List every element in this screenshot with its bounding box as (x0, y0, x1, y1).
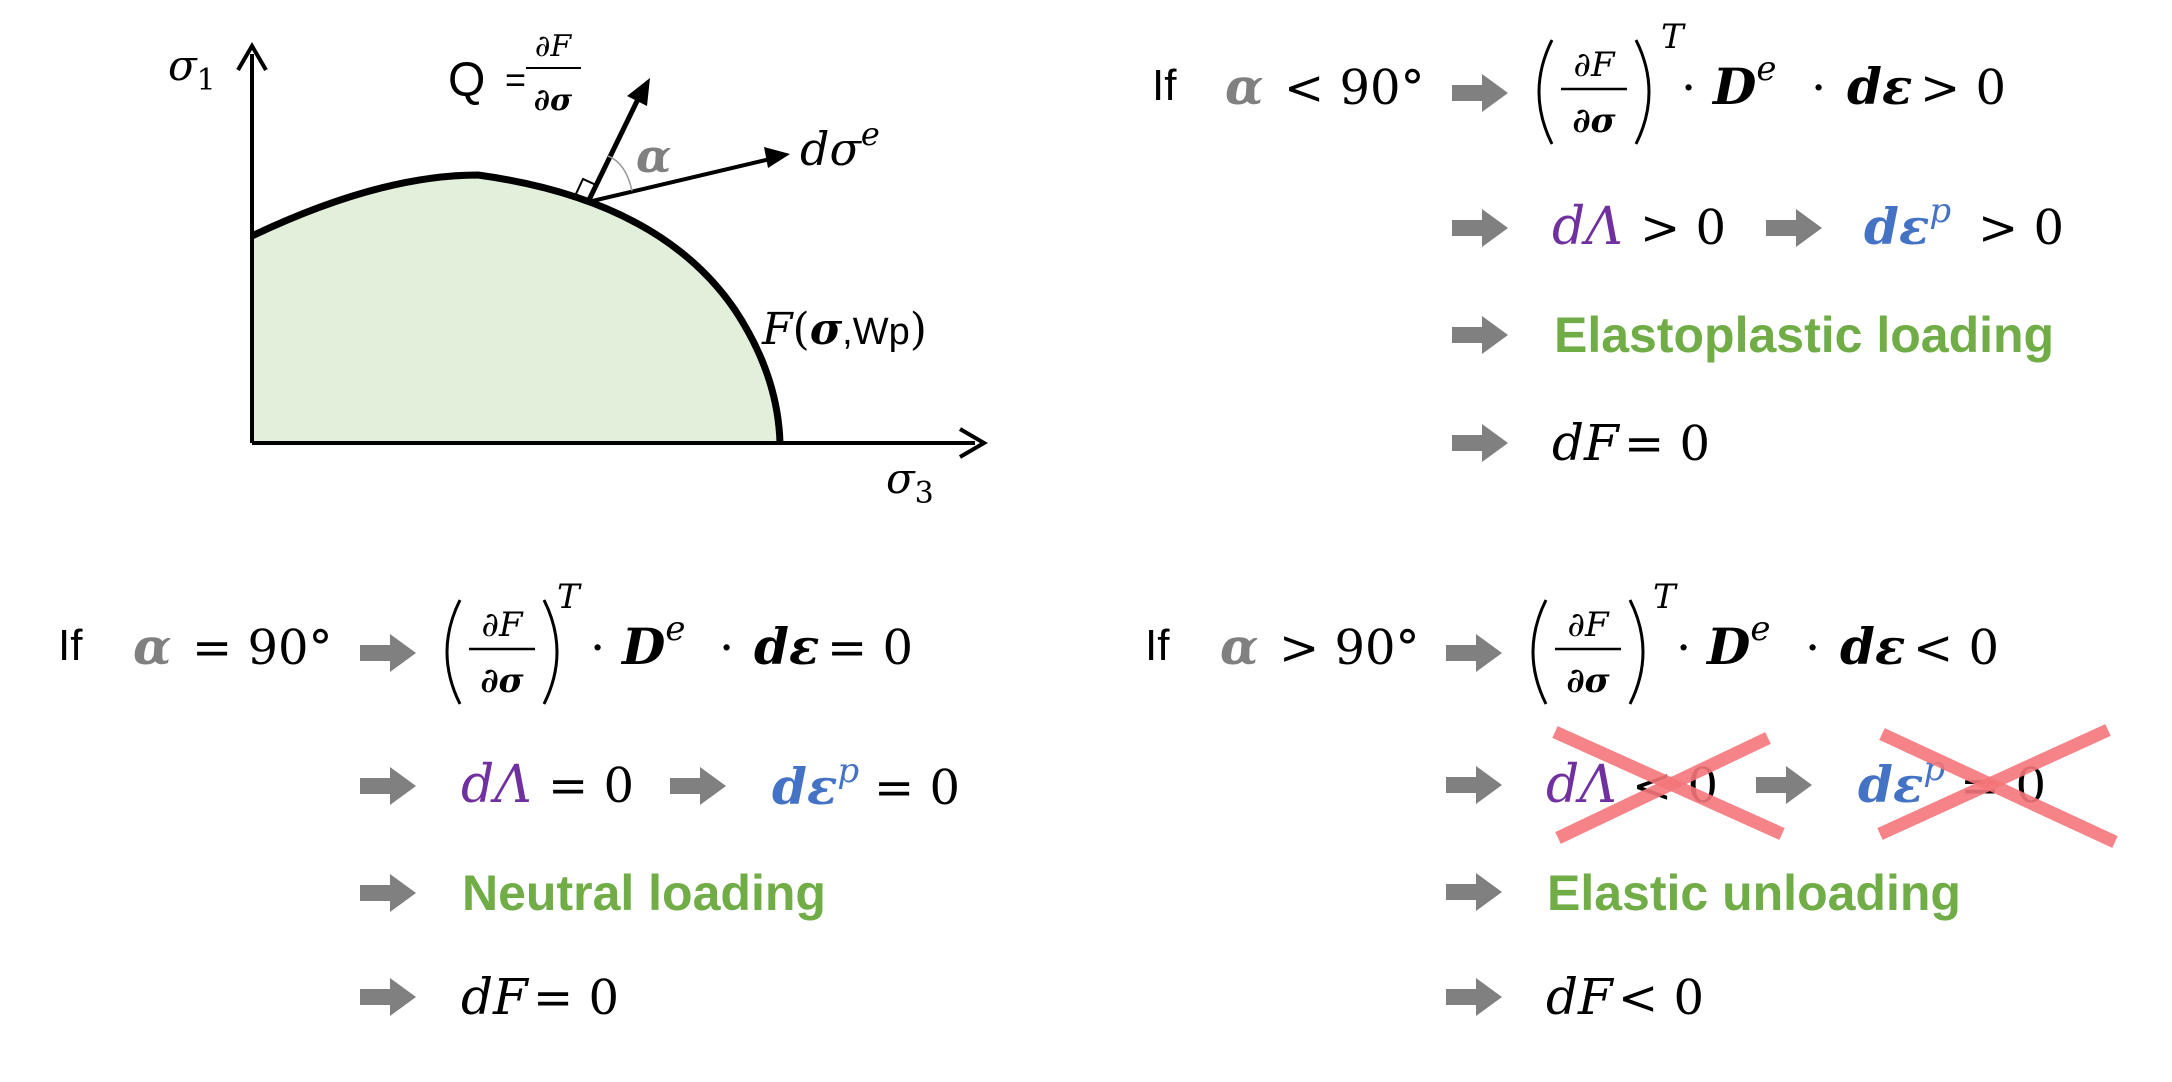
br-D: De (1705, 609, 1770, 676)
yield-surface-curve (250, 171, 784, 444)
br-arrow-1 (1446, 634, 1502, 672)
tr-alpha: α (1225, 57, 1263, 116)
normal-vector-arrowhead (627, 78, 650, 106)
br-alpha: α (1220, 617, 1258, 676)
tr-arrow-5 (1452, 424, 1508, 462)
alpha-angle-arc (607, 155, 633, 192)
br-arrow-2 (1446, 766, 1502, 804)
yield-surface-plot: σ1 σ3 Q = ∂F ∂σ α dσe F(σ,Wp) (168, 29, 988, 511)
br-d-eps-p: dεp (1858, 749, 1945, 814)
bl-d-eps-p-relation: = 0 (874, 760, 960, 816)
sigma1-label: σ1 (168, 41, 216, 98)
cross-out-d-eps-p (1877, 724, 2118, 848)
tr-dot-1: · (1681, 60, 1696, 116)
right-angle-marker (573, 177, 598, 204)
tr-arrow-4 (1452, 316, 1508, 354)
br-deriv-den: ∂σ (1566, 661, 1610, 701)
bl-dF: dF (461, 968, 530, 1026)
tr-d-eps-p-relation: > 0 (1978, 200, 2064, 256)
br-label: Elastic unloading (1547, 865, 1961, 921)
sigma3-label: σ3 (886, 454, 934, 511)
br-d-lambda: dΛ (1546, 755, 1617, 815)
tr-left-paren (1537, 39, 1554, 145)
case-alpha-equal-90: If α = 90° ∂F ∂σ T · De · dε = 0 dΛ = 0 … (58, 577, 960, 1026)
br-arrow-5 (1446, 978, 1502, 1016)
bl-relation: = 0 (827, 620, 913, 676)
bl-alpha: α (133, 617, 171, 676)
tr-dot-2: · (1811, 60, 1826, 116)
bl-condition: = 90° (192, 620, 333, 676)
br-dot-2: · (1805, 620, 1820, 676)
tr-right-paren (1634, 39, 1651, 145)
tr-arrow-3 (1766, 209, 1822, 247)
tr-if: If (1152, 61, 1177, 110)
bl-arrow-4 (360, 874, 416, 912)
dsigma-e-label: dσe (800, 115, 880, 176)
tr-condition: < 90° (1284, 60, 1425, 116)
bl-dot-1: · (590, 620, 605, 676)
bl-d-lambda: dΛ (461, 755, 532, 815)
tr-d-lambda-relation: > 0 (1640, 200, 1726, 256)
br-d-epsilon: dε (1840, 617, 1905, 676)
case-alpha-greater-than-90: If α > 90° ∂F ∂σ T · De · dε < 0 dΛ < 0 … (1145, 577, 2118, 1026)
tr-transpose: T (1661, 17, 1686, 57)
bl-label: Neutral loading (462, 865, 826, 921)
br-condition: > 90° (1279, 620, 1420, 676)
br-arrow-4 (1446, 873, 1502, 911)
bl-dF-relation: = 0 (533, 970, 619, 1026)
br-right-paren (1628, 599, 1645, 705)
tr-deriv-num: ∂F (1573, 45, 1616, 85)
br-dot-1: · (1676, 620, 1691, 676)
br-arrow-3 (1756, 766, 1812, 804)
br-if: If (1145, 621, 1170, 670)
bl-deriv-num: ∂F (481, 605, 524, 645)
normal-vector-q (585, 93, 643, 204)
yield-function-label: F(σ,Wp) (761, 304, 927, 355)
bl-d-lambda-relation: = 0 (548, 758, 634, 814)
bl-arrow-1 (360, 634, 416, 672)
tr-relation: > 0 (1920, 60, 2006, 116)
bl-arrow-5 (360, 978, 416, 1016)
q-fraction-denominator: ∂σ (534, 83, 573, 118)
bl-deriv-den: ∂σ (480, 661, 524, 701)
br-deriv-num: ∂F (1567, 605, 1610, 645)
case-alpha-less-than-90: If α < 90° ∂F ∂σ T · De · dε > 0 dΛ > 0 … (1152, 17, 2064, 472)
br-dF: dF (1546, 968, 1615, 1026)
tr-d-eps-p: dεp (1864, 191, 1951, 256)
bl-transpose: T (557, 577, 582, 617)
br-left-paren (1531, 599, 1548, 705)
sigma3-axis-arrowhead (958, 427, 988, 459)
tr-arrow-1 (1452, 74, 1508, 112)
q-label: Q (448, 54, 485, 107)
elastic-domain-fill (252, 175, 780, 443)
bl-right-paren (542, 599, 559, 705)
br-transpose: T (1653, 577, 1678, 617)
bl-arrow-3 (670, 767, 726, 805)
q-equals: = (505, 59, 526, 100)
bl-D: De (620, 609, 685, 676)
tr-D: De (1711, 49, 1776, 116)
bl-dot-2: · (719, 620, 734, 676)
tr-dF-relation: = 0 (1624, 416, 1710, 472)
sigma1-axis-arrowhead (236, 42, 268, 72)
q-fraction-numerator: ∂F (535, 29, 573, 64)
stress-increment-vector (587, 157, 771, 204)
tr-d-lambda: dΛ (1552, 197, 1623, 257)
bl-arrow-2 (360, 767, 416, 805)
bl-if: If (58, 621, 83, 670)
tr-dF: dF (1552, 414, 1621, 472)
stress-increment-arrowhead (764, 147, 790, 168)
tr-label: Elastoplastic loading (1554, 307, 2054, 363)
tr-arrow-2 (1452, 209, 1508, 247)
cross-out-d-lambda (1552, 726, 1785, 844)
tr-deriv-den: ∂σ (1572, 101, 1616, 141)
tr-d-epsilon: dε (1847, 57, 1912, 116)
bl-d-eps-p: dεp (772, 751, 859, 816)
bl-d-epsilon: dε (754, 617, 819, 676)
br-relation: < 0 (1913, 620, 1999, 676)
br-dF-relation: < 0 (1618, 970, 1704, 1026)
alpha-label: α (636, 129, 671, 183)
bl-left-paren (445, 599, 462, 705)
